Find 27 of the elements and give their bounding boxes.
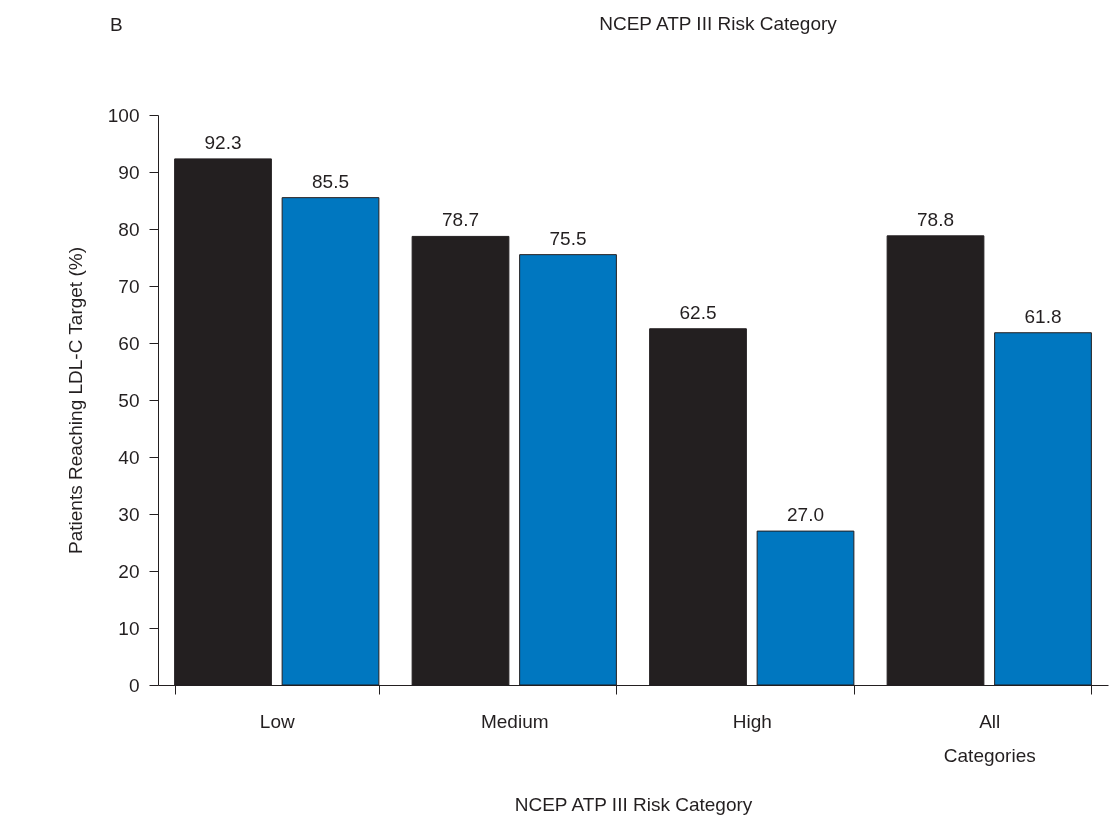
y-axis-title: Patients Reaching LDL-C Target (%) — [64, 247, 86, 554]
x-axis-title: NCEP ATP III Risk Category — [514, 793, 753, 815]
data-label: 75.5 — [549, 227, 587, 249]
y-tick-label: 0 — [128, 674, 140, 696]
chart-title: NCEP ATP III Risk Category — [599, 13, 838, 34]
y-tick-label: 20 — [118, 560, 140, 582]
x-tick-label: High — [732, 710, 772, 732]
data-label: 85.5 — [312, 170, 349, 192]
data-label: 62.5 — [679, 301, 717, 323]
x-tick-label: Medium — [480, 710, 549, 732]
data-label: 27.0 — [787, 504, 824, 526]
y-tick-label: 30 — [118, 503, 140, 525]
text: B — [110, 14, 123, 36]
x-tick-label: All Categories — [943, 710, 1036, 766]
data-label: 92.3 — [204, 131, 242, 153]
y-tick-label: 40 — [118, 446, 140, 468]
y-tick-label: 50 — [118, 389, 140, 411]
data-label: 78.7 — [442, 209, 479, 231]
data-label: 78.8 — [917, 208, 954, 230]
x-tick-label: Low — [259, 710, 295, 732]
data-label: 61.8 — [1024, 305, 1062, 327]
y-tick-label: 100 — [107, 104, 140, 126]
y-tick-label: 80 — [118, 218, 140, 240]
y-tick-label: 10 — [118, 617, 140, 639]
y-tick-label: 90 — [118, 161, 140, 183]
y-tick-label: 60 — [118, 332, 140, 354]
y-tick-label: 70 — [118, 275, 140, 297]
